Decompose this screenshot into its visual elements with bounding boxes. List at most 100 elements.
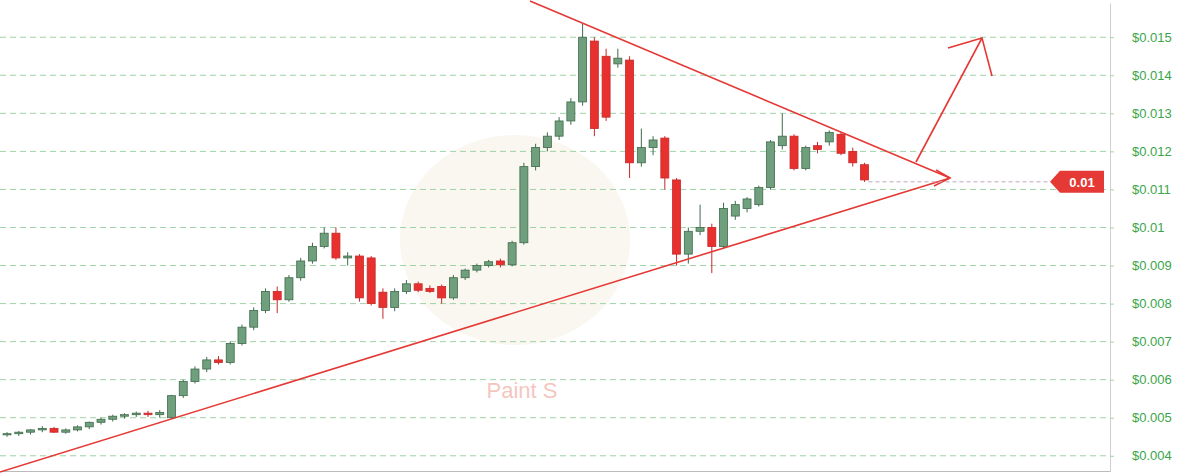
grid-line bbox=[0, 37, 1110, 38]
candle-body bbox=[62, 430, 70, 432]
candle bbox=[461, 269, 469, 280]
candle bbox=[849, 148, 857, 167]
candle bbox=[438, 285, 446, 304]
y-tick-label: $0.01 bbox=[1132, 220, 1165, 235]
candle bbox=[567, 98, 575, 125]
candle bbox=[825, 130, 833, 145]
candle bbox=[121, 413, 129, 418]
candle bbox=[132, 412, 140, 417]
candle bbox=[767, 140, 775, 189]
grid-line bbox=[0, 265, 1110, 266]
candle bbox=[74, 425, 82, 431]
candle bbox=[379, 288, 387, 318]
candle-body bbox=[626, 60, 634, 163]
candle bbox=[344, 252, 352, 265]
candle bbox=[85, 422, 93, 430]
breakout-arrowhead bbox=[948, 38, 992, 76]
y-tick: $0.009 bbox=[1110, 258, 1172, 273]
candle-body bbox=[203, 360, 211, 369]
candle bbox=[861, 163, 869, 182]
candle-body bbox=[590, 41, 598, 129]
candle-body bbox=[767, 142, 775, 188]
candle bbox=[696, 205, 704, 235]
candle-body bbox=[532, 148, 540, 167]
y-tick-label: $0.009 bbox=[1132, 258, 1172, 273]
candle-body bbox=[673, 180, 681, 254]
candle bbox=[649, 136, 657, 155]
candle-body bbox=[132, 413, 140, 415]
candle bbox=[485, 260, 493, 268]
candle-body bbox=[121, 415, 129, 417]
y-tick-mark bbox=[1110, 189, 1114, 190]
candle-body bbox=[449, 278, 457, 298]
y-tick-label: $0.015 bbox=[1132, 30, 1172, 45]
candle bbox=[191, 366, 199, 383]
candle bbox=[179, 380, 187, 398]
candle bbox=[626, 56, 634, 178]
candle-body bbox=[861, 165, 869, 180]
y-tick: $0.015 bbox=[1110, 30, 1172, 45]
candle-body bbox=[637, 148, 645, 163]
grid-line bbox=[0, 75, 1110, 76]
candle bbox=[156, 410, 164, 418]
candle-body bbox=[238, 327, 246, 343]
candle bbox=[579, 24, 587, 106]
y-tick-label: $0.011 bbox=[1132, 182, 1171, 197]
candle-body bbox=[555, 121, 563, 136]
candle bbox=[285, 275, 293, 302]
candle bbox=[802, 146, 810, 171]
watermark-shape bbox=[400, 135, 630, 345]
candle bbox=[414, 282, 422, 293]
candle-body bbox=[273, 291, 281, 299]
candle bbox=[97, 418, 105, 425]
candle-body bbox=[778, 136, 786, 146]
candle-body bbox=[708, 227, 716, 246]
candle bbox=[590, 37, 598, 136]
candle bbox=[38, 426, 46, 432]
candle bbox=[250, 307, 258, 330]
candle-body bbox=[743, 199, 751, 209]
y-tick-mark bbox=[1110, 304, 1114, 305]
candle-body bbox=[391, 291, 399, 307]
candle bbox=[473, 264, 481, 273]
candle-body bbox=[226, 344, 234, 363]
candle-body bbox=[379, 292, 387, 307]
y-tick: $0.004 bbox=[1110, 448, 1172, 463]
y-tick-mark bbox=[1110, 418, 1114, 419]
candle-body bbox=[543, 136, 551, 147]
y-tick: $0.014 bbox=[1110, 68, 1172, 83]
candle bbox=[3, 432, 11, 437]
candle-body bbox=[355, 256, 363, 298]
candle bbox=[743, 197, 751, 212]
candle bbox=[614, 49, 622, 68]
candle-body bbox=[261, 291, 269, 310]
candle-body bbox=[614, 58, 622, 64]
y-tick-mark bbox=[1110, 380, 1114, 381]
candle-body bbox=[191, 369, 199, 382]
candle-body bbox=[308, 247, 316, 261]
candle-body bbox=[402, 284, 410, 292]
grid-line bbox=[0, 189, 1110, 190]
y-tick-label: $0.005 bbox=[1132, 410, 1172, 425]
candle-body bbox=[602, 56, 610, 117]
y-tick-mark bbox=[1110, 342, 1114, 343]
price-tag bbox=[1050, 171, 1104, 193]
candle-body bbox=[85, 422, 93, 427]
candle bbox=[261, 288, 269, 313]
candle-body bbox=[167, 396, 175, 418]
resistance-line bbox=[530, 1, 950, 178]
price-tag-label: 0.01 bbox=[1069, 175, 1094, 190]
candle bbox=[203, 357, 211, 372]
candle-body bbox=[214, 360, 222, 363]
grid-line bbox=[0, 417, 1110, 418]
grid-line bbox=[0, 341, 1110, 342]
candle bbox=[814, 142, 822, 153]
candle-body bbox=[344, 256, 352, 258]
candle bbox=[543, 132, 551, 151]
candle bbox=[273, 286, 281, 313]
y-tick-mark bbox=[1110, 456, 1114, 457]
candle-body bbox=[426, 288, 434, 291]
candle-body bbox=[731, 205, 739, 216]
candle bbox=[708, 224, 716, 273]
candle-body bbox=[320, 233, 328, 246]
